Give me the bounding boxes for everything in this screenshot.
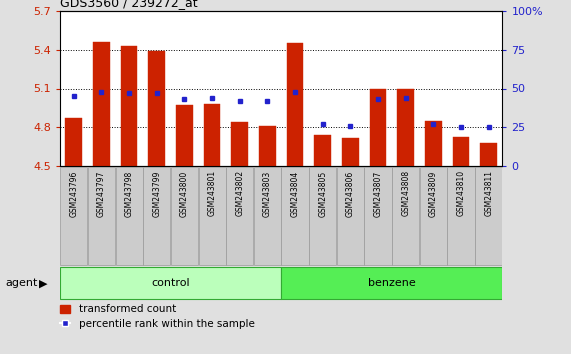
Bar [231,122,248,166]
Bar [176,105,193,166]
Bar [66,118,82,166]
Text: GSM243807: GSM243807 [373,170,383,217]
FancyBboxPatch shape [392,167,419,264]
Bar [397,88,414,166]
FancyBboxPatch shape [60,167,87,264]
Bar [480,143,497,166]
Bar [425,121,441,166]
FancyBboxPatch shape [115,167,143,264]
Bar [453,137,469,166]
Legend: transformed count, percentile rank within the sample: transformed count, percentile rank withi… [60,304,255,329]
FancyBboxPatch shape [226,167,254,264]
FancyBboxPatch shape [448,167,475,264]
Text: GSM243808: GSM243808 [401,170,410,216]
FancyBboxPatch shape [143,167,170,264]
FancyBboxPatch shape [282,167,308,264]
Text: GSM243811: GSM243811 [484,170,493,216]
Text: GSM243803: GSM243803 [263,170,272,217]
Text: GSM243796: GSM243796 [69,170,78,217]
Bar [259,126,276,166]
FancyBboxPatch shape [337,167,364,264]
Text: GSM243806: GSM243806 [346,170,355,217]
FancyBboxPatch shape [364,167,392,264]
Text: GSM243810: GSM243810 [456,170,465,216]
Bar [287,43,303,166]
Bar [204,104,220,166]
Bar [121,46,138,166]
Bar [342,138,359,166]
Bar [93,42,110,166]
Text: GDS3560 / 239272_at: GDS3560 / 239272_at [60,0,198,10]
FancyBboxPatch shape [199,167,226,264]
FancyBboxPatch shape [420,167,447,264]
FancyBboxPatch shape [171,167,198,264]
FancyBboxPatch shape [254,167,281,264]
Text: GSM243802: GSM243802 [235,170,244,216]
Text: benzene: benzene [368,278,416,288]
FancyBboxPatch shape [475,167,502,264]
Text: GSM243809: GSM243809 [429,170,438,217]
Text: GSM243798: GSM243798 [124,170,134,217]
Text: GSM243800: GSM243800 [180,170,189,217]
Bar [148,51,165,166]
Text: GSM243797: GSM243797 [97,170,106,217]
Text: agent: agent [6,278,38,288]
Text: ▶: ▶ [39,278,47,288]
Bar [315,135,331,166]
FancyBboxPatch shape [60,267,281,299]
Text: GSM243801: GSM243801 [208,170,216,216]
Text: GSM243804: GSM243804 [291,170,300,217]
FancyBboxPatch shape [282,267,502,299]
Text: GSM243805: GSM243805 [318,170,327,217]
Text: control: control [151,278,190,288]
FancyBboxPatch shape [309,167,336,264]
Text: GSM243799: GSM243799 [152,170,161,217]
FancyBboxPatch shape [88,167,115,264]
Bar [370,88,387,166]
